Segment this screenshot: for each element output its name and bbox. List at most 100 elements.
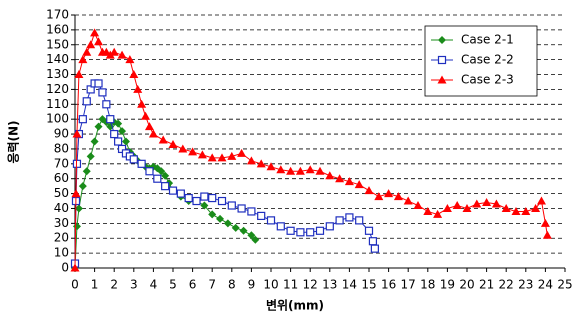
point xyxy=(217,153,227,162)
x-tick-label: 17 xyxy=(401,278,416,292)
point xyxy=(114,119,123,128)
point xyxy=(70,263,80,272)
point xyxy=(511,206,521,215)
point xyxy=(482,198,492,207)
point xyxy=(403,196,413,205)
point xyxy=(335,216,344,225)
point xyxy=(501,203,511,212)
point xyxy=(266,216,276,225)
x-tick-label: 15 xyxy=(361,278,376,292)
x-tick-label: 6 xyxy=(189,278,197,292)
x-tick-label: 19 xyxy=(440,278,455,292)
point xyxy=(251,235,260,244)
point xyxy=(227,151,237,160)
point xyxy=(306,228,315,237)
x-axis-label: 변위(mm) xyxy=(266,298,324,313)
point xyxy=(442,203,452,212)
point xyxy=(102,100,111,109)
y-axis-label: 응력(N) xyxy=(6,120,21,163)
x-tick-label: 11 xyxy=(283,278,298,292)
point xyxy=(295,166,305,175)
point xyxy=(462,203,472,212)
point xyxy=(452,200,462,209)
point xyxy=(90,137,99,146)
point xyxy=(158,135,168,144)
y-tick-label: 0 xyxy=(61,261,69,275)
point xyxy=(286,226,295,235)
point xyxy=(491,199,501,208)
point xyxy=(200,201,209,210)
point xyxy=(325,171,335,180)
x-tick-label: 22 xyxy=(499,278,514,292)
point xyxy=(98,88,107,97)
y-tick-label: 170 xyxy=(46,8,69,22)
point xyxy=(257,211,266,221)
point xyxy=(121,137,130,146)
point xyxy=(82,167,91,176)
point xyxy=(364,226,374,235)
point xyxy=(315,166,325,175)
point xyxy=(325,222,334,231)
point xyxy=(208,210,217,219)
point xyxy=(237,148,247,157)
point xyxy=(117,50,127,59)
point xyxy=(161,171,170,180)
point xyxy=(305,165,315,174)
y-tick-label: 110 xyxy=(46,97,69,111)
point xyxy=(364,186,374,195)
point xyxy=(184,193,193,203)
x-tick-label: 21 xyxy=(479,278,494,292)
x-tick-label: 1 xyxy=(91,278,99,292)
point xyxy=(438,36,446,44)
point xyxy=(368,237,378,246)
point xyxy=(94,79,103,88)
point xyxy=(129,155,138,164)
point xyxy=(315,226,325,235)
x-tick-label: 13 xyxy=(322,278,337,292)
point xyxy=(536,196,546,205)
point xyxy=(133,84,143,93)
point xyxy=(94,122,103,131)
point xyxy=(178,144,188,153)
y-tick-label: 100 xyxy=(46,112,69,126)
point xyxy=(335,174,345,183)
x-tick-label: 5 xyxy=(169,278,177,292)
point xyxy=(246,156,256,165)
y-tick-label: 10 xyxy=(54,246,69,260)
point xyxy=(74,70,84,79)
x-tick-label: 0 xyxy=(71,278,79,292)
legend-label: Case 2-1 xyxy=(461,33,514,47)
point xyxy=(78,55,88,64)
point xyxy=(82,47,92,56)
point xyxy=(217,196,227,206)
point xyxy=(540,218,550,227)
y-tick-label: 160 xyxy=(46,22,69,36)
x-tick-label: 25 xyxy=(557,278,572,292)
point xyxy=(72,222,81,231)
point xyxy=(216,214,225,223)
point xyxy=(223,219,232,228)
point xyxy=(231,223,240,232)
point xyxy=(345,213,354,222)
x-tick-label: 10 xyxy=(263,278,278,292)
y-tick-label: 50 xyxy=(54,186,69,200)
point xyxy=(370,244,379,253)
x-tick-label: 14 xyxy=(342,278,357,292)
point xyxy=(188,147,198,156)
x-tick-label: 9 xyxy=(248,278,256,292)
point xyxy=(157,167,166,176)
legend-label: Case 2-2 xyxy=(461,53,514,67)
point xyxy=(72,129,82,138)
point xyxy=(168,186,178,195)
point xyxy=(247,231,256,240)
point xyxy=(237,204,246,213)
x-tick-label: 8 xyxy=(228,278,236,292)
point xyxy=(137,99,147,108)
point xyxy=(86,152,95,161)
point xyxy=(423,206,433,215)
x-tick-label: 20 xyxy=(459,278,474,292)
y-tick-label: 20 xyxy=(54,231,69,245)
y-tick-label: 120 xyxy=(46,82,69,96)
point xyxy=(192,196,201,206)
point xyxy=(141,111,151,120)
